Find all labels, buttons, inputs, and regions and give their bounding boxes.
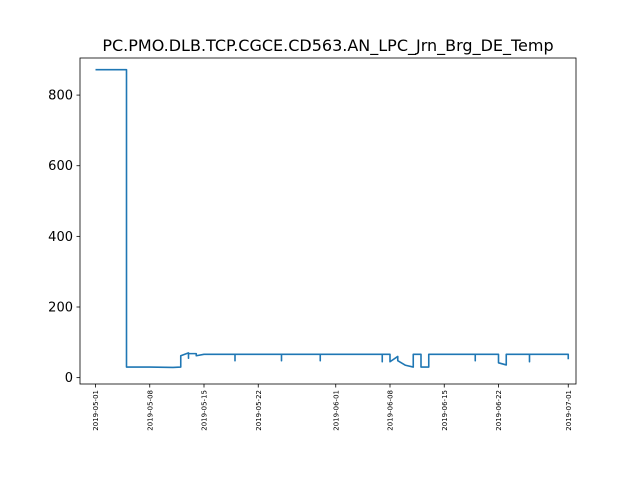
x-tick-label: 2019-06-15 (441, 390, 449, 431)
y-tick-label: 0 (65, 371, 73, 386)
axes-frame (79, 57, 577, 385)
plot-area (95, 68, 570, 369)
x-tick-label: 2019-05-22 (255, 390, 263, 431)
y-tick-label: 600 (48, 159, 73, 174)
x-tick-label: 2019-06-22 (495, 390, 503, 431)
x-tick-label: 2019-05-15 (201, 390, 209, 431)
x-tick-label: 2019-05-08 (146, 390, 154, 431)
x-tick-label: 2019-05-01 (92, 390, 100, 431)
x-tick-label: 2019-06-08 (387, 390, 395, 431)
series-line (95, 68, 570, 369)
y-tick-label: 200 (48, 301, 73, 316)
x-tick-label: 2019-06-01 (332, 390, 340, 431)
y-axis: 0 200 400 600 800 (48, 89, 80, 386)
chart-title: PC.PMO.DLB.TCP.CGCE.CD563.AN_LPC_Jrn_Brg… (102, 36, 553, 56)
x-tick-label: 2019-07-01 (565, 390, 573, 431)
x-axis: 2019-05-01 2019-05-08 2019-05-15 2019-05-22… (92, 384, 573, 431)
y-tick-label: 400 (48, 230, 73, 245)
y-tick-label: 800 (48, 89, 73, 104)
